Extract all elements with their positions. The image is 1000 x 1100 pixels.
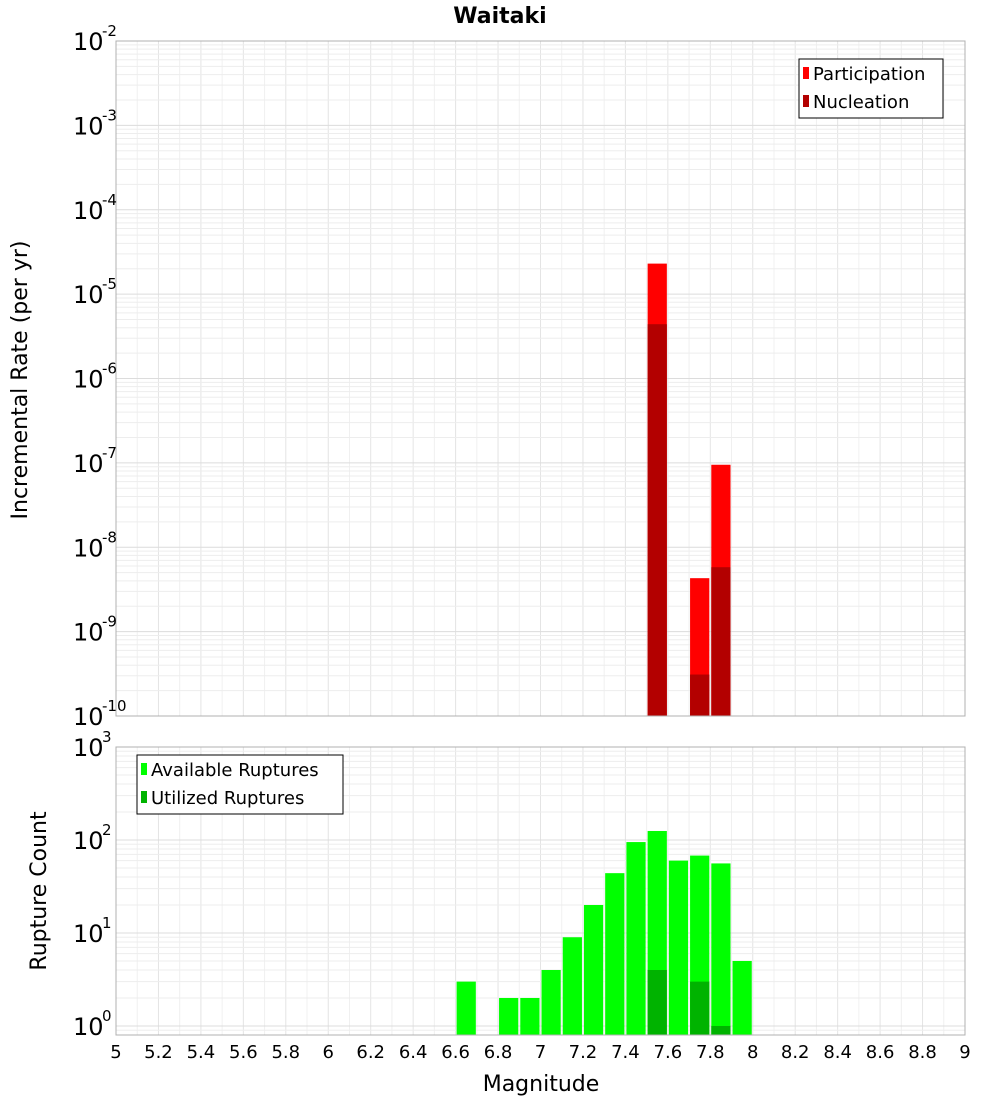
bottom-y-tick-exponent: 3: [102, 728, 112, 746]
bottom-bar-light: [583, 904, 604, 1035]
bottom-legend-label: Available Ruptures: [151, 760, 319, 781]
bottom-plot-frame: [115, 746, 966, 1036]
top-y-tick-label: 10: [73, 281, 104, 309]
bottom-y-tick-label: 10: [73, 1013, 104, 1041]
x-tick-label: 8.6: [866, 1042, 895, 1063]
top-y-tick-label: 10: [73, 450, 104, 478]
bottom-bar-light: [668, 860, 689, 1035]
bottom-bar-light: [562, 937, 582, 1035]
x-tick-label: 7.4: [611, 1042, 640, 1063]
bottom-bar-light: [605, 873, 625, 1035]
bottom-bar-light: [499, 997, 519, 1035]
top-y-tick-exponent: -10: [102, 697, 127, 715]
top-y-tick-exponent: -6: [102, 360, 117, 378]
bottom-y-axis-label: Rupture Count: [27, 811, 52, 971]
top-legend-label: Participation: [813, 64, 925, 85]
x-tick-label: 5.6: [229, 1042, 258, 1063]
top-y-tick-label: 10: [73, 112, 104, 140]
top-y-tick-exponent: -8: [102, 528, 117, 546]
top-y-tick-label: 10: [73, 28, 104, 56]
x-tick-label: 5.4: [187, 1042, 216, 1063]
plot-layer: 10-1010-910-810-710-610-510-410-310-2Par…: [73, 22, 971, 1063]
top-legend-swatch: [803, 67, 809, 79]
bottom-y-tick-exponent: 0: [102, 1007, 112, 1025]
bottom-y-tick-label: 10: [73, 827, 104, 855]
chart-title: Waitaki: [453, 4, 546, 29]
bottom-bar-light: [520, 997, 540, 1035]
x-tick-label: 5.2: [144, 1042, 173, 1063]
x-tick-label: 5.8: [271, 1042, 300, 1063]
x-tick-label: 9: [959, 1042, 970, 1063]
top-y-tick-exponent: -5: [102, 275, 117, 293]
top-bar-dark: [647, 324, 667, 716]
top-legend-swatch: [803, 95, 809, 107]
top-y-tick-exponent: -4: [102, 191, 117, 209]
x-tick-label: 6.2: [356, 1042, 385, 1063]
bottom-legend-swatch: [141, 763, 147, 775]
bottom-bar-light: [711, 863, 731, 1035]
x-tick-label: 6.6: [441, 1042, 470, 1063]
bottom-bar-light: [626, 842, 646, 1035]
x-tick-label: 6.4: [399, 1042, 428, 1063]
x-tick-label: 8: [747, 1042, 758, 1063]
top-y-tick-exponent: -7: [102, 444, 117, 462]
top-y-tick-label: 10: [73, 703, 104, 731]
top-y-tick-label: 10: [73, 197, 104, 225]
top-y-tick-exponent: -3: [102, 106, 117, 124]
bottom-legend-box: [136, 754, 344, 815]
top-bar-dark: [690, 674, 710, 716]
bottom-bar-dark: [690, 981, 710, 1035]
bottom-legend-swatch: [141, 791, 147, 803]
top-y-tick-label: 10: [73, 366, 104, 394]
x-tick-label: 8.4: [823, 1042, 852, 1063]
top-legend-box: [798, 58, 944, 119]
bottom-y-tick-label: 10: [73, 734, 104, 762]
top-y-tick-exponent: -2: [102, 22, 117, 40]
x-axis-label: Magnitude: [483, 1072, 600, 1097]
top-legend-label: Nucleation: [813, 92, 909, 113]
x-tick-label: 7.6: [654, 1042, 683, 1063]
bottom-y-tick-exponent: 2: [102, 821, 112, 839]
top-y-axis-label: Incremental Rate (per yr): [8, 241, 33, 520]
x-tick-label: 5: [110, 1042, 121, 1063]
x-tick-label: 7.8: [696, 1042, 725, 1063]
bottom-bar-light: [541, 969, 561, 1035]
x-tick-label: 7.2: [569, 1042, 598, 1063]
x-tick-label: 7: [535, 1042, 546, 1063]
bottom-bar-light: [732, 960, 752, 1035]
bottom-bar-light: [456, 981, 476, 1035]
top-bar-dark: [711, 567, 731, 716]
top-y-tick-label: 10: [73, 534, 104, 562]
bottom-legend-label: Utilized Ruptures: [151, 788, 304, 809]
top-y-tick-exponent: -9: [102, 613, 117, 631]
bottom-bar-dark: [647, 969, 667, 1035]
top-plot-frame: [115, 40, 966, 717]
bottom-bar-dark: [711, 1025, 731, 1035]
bottom-y-tick-label: 10: [73, 920, 104, 948]
x-tick-label: 8.8: [908, 1042, 937, 1063]
x-tick-label: 8.2: [781, 1042, 810, 1063]
top-y-tick-label: 10: [73, 619, 104, 647]
x-tick-label: 6.8: [484, 1042, 513, 1063]
x-tick-label: 6: [323, 1042, 334, 1063]
bottom-y-tick-exponent: 1: [102, 914, 112, 932]
